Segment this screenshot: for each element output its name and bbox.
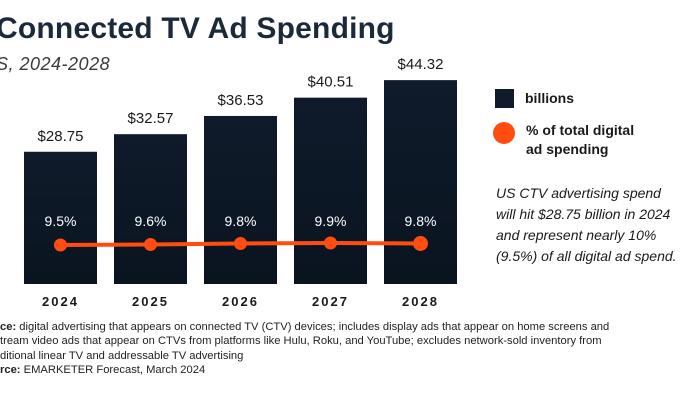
footnote-note-line: ce: digital advertising that appears on … [0,320,681,334]
x-tick-label: 2028 [402,294,439,309]
pct-data-label: 9.8% [225,213,257,229]
chart-subtitle: S, 2024-2028 [0,54,111,74]
pct-data-label: 9.8% [405,213,437,229]
bar [114,134,187,284]
callout-line: and represent nearly 10% [496,227,657,243]
x-tick-label: 2027 [312,294,349,309]
pct-data-label: 9.5% [45,213,77,229]
legend-item-percent: % of total digital ad spending [493,122,634,159]
pct-point [413,236,428,251]
bar [204,115,277,284]
callout-line: US CTV advertising spend [496,185,661,201]
bar-value-label: $36.53 [218,92,264,109]
x-tick-label: 2025 [132,294,169,309]
callout-text: US CTV advertising spend will hit $28.75… [496,183,681,267]
legend-swatch-line [493,122,515,144]
legend-label-billions: billions [525,90,574,106]
footnote-note-prefix: ce: [0,321,17,333]
callout-line: will hit $28.75 billion in 2024 [496,206,671,222]
callout-line: (9.5%) of all digital ad spend. [496,248,677,264]
bar-value-label: $32.57 [128,110,174,127]
legend-label-percent: % of total digital ad spending [526,122,635,157]
legend-item-billions: billions [495,89,574,108]
footnote-note-line: ditional linear TV and addressable TV ad… [0,349,244,362]
pct-point [324,236,337,250]
footnote: ce: digital advertising that appears on … [0,320,681,378]
pct-data-label: 9.9% [315,213,347,229]
bar-value-label: $28.75 [38,128,84,145]
bar [24,151,97,284]
footnote-note-line: tream video ads that appear on CTVs from… [0,335,602,348]
footnote-source-text: EMARKETER Forecast, March 2024 [20,364,206,377]
pct-data-label: 9.6% [135,213,167,229]
bar-value-label: $40.51 [308,74,354,91]
bar [294,97,367,285]
bar-value-label: $44.32 [398,56,444,73]
pct-point [234,237,247,250]
chart-title: Connected TV Ad Spending [0,12,395,45]
x-tick-label: 2024 [42,294,79,309]
legend-swatch-bar [495,89,514,108]
footnote-source-line: rce: EMARKETER Forecast, March 2024 [0,363,681,377]
pct-point [54,238,67,252]
footnote-source-prefix: rce: [0,364,21,377]
chart-area: $28.75 2024 $32.57 2025 $36.53 2026 $40.51 2027… [24,56,457,309]
x-tick-label: 2026 [222,294,259,309]
pct-point [144,238,157,251]
bar [384,80,457,285]
footnote-note-text: digital advertising that appears on conn… [16,321,610,333]
